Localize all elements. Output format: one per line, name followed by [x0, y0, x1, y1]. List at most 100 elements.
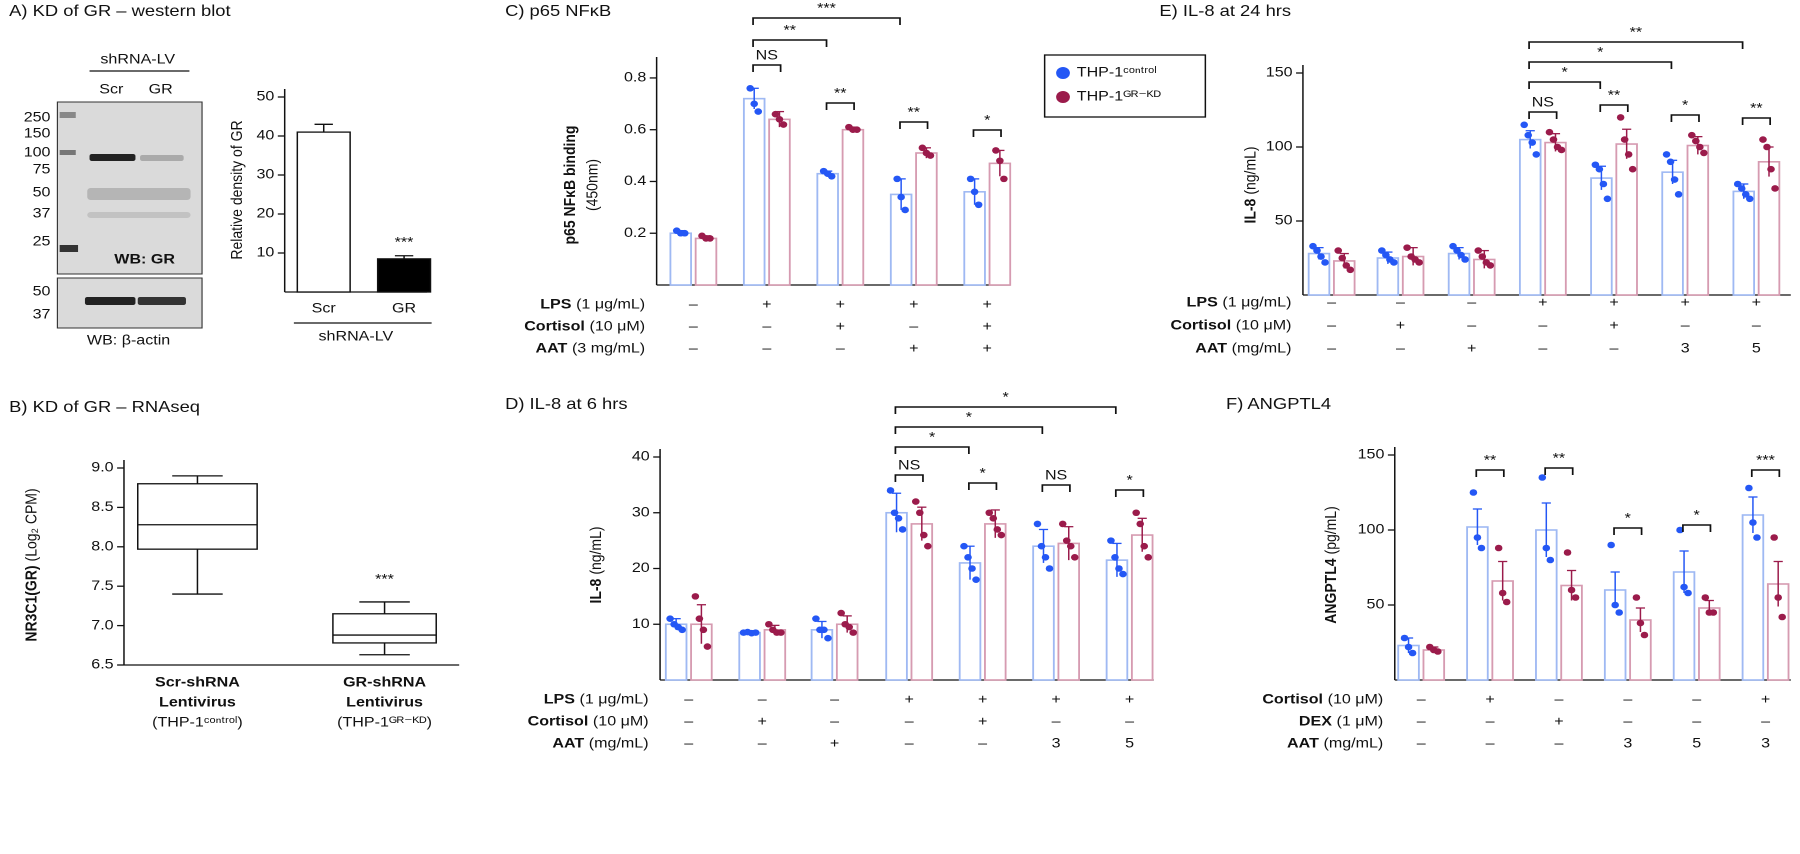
- condition-value: –: [1681, 318, 1691, 334]
- blot-band: [84, 297, 136, 305]
- condition-value: +: [1554, 714, 1564, 730]
- bar: [296, 131, 351, 293]
- data-point: [1309, 242, 1317, 250]
- y-tick-label: 0.2: [624, 225, 646, 241]
- bar: [1518, 138, 1542, 296]
- bar: [1757, 161, 1781, 296]
- bar: [984, 523, 1007, 681]
- condition-value: –: [836, 341, 846, 357]
- data-point: [1338, 254, 1347, 262]
- condition-value: +: [1538, 295, 1548, 311]
- data-point: [974, 201, 983, 209]
- significance-bracket: [1528, 41, 1744, 49]
- data-point: [1759, 136, 1767, 143]
- y-tick-label: 0.8: [624, 70, 646, 86]
- data-point: [920, 531, 928, 539]
- data-point: [699, 626, 708, 634]
- condition-label-part: LPS: [540, 297, 571, 313]
- data-point: [993, 526, 1002, 533]
- y-axis-label: NR3C1(GR) (Log₂ CPM): [23, 488, 41, 641]
- significance-bracket: [825, 102, 855, 110]
- significance: *: [980, 466, 986, 482]
- data-point: [1058, 520, 1067, 528]
- condition-value: –: [1692, 714, 1702, 730]
- condition-value: +: [983, 319, 993, 335]
- data-point: [765, 620, 773, 628]
- condition-label-part: AAT: [1287, 736, 1320, 752]
- condition-value: +: [904, 692, 914, 708]
- condition-value: –: [1052, 714, 1062, 730]
- data-point: [1696, 143, 1704, 151]
- data-point: [1062, 537, 1071, 544]
- data-point: [1745, 195, 1754, 203]
- y-tick-label: 30: [256, 167, 274, 183]
- significance: NS: [756, 48, 778, 64]
- significance: *: [966, 410, 972, 426]
- condition-value: 5: [1752, 341, 1761, 357]
- data-point: [1542, 544, 1551, 552]
- condition-value: –: [1623, 714, 1633, 730]
- bar: [763, 629, 787, 681]
- condition-value: –: [905, 714, 915, 730]
- x-tick-label: GR: [392, 301, 416, 317]
- condition-value: –: [689, 319, 699, 335]
- bar: [1698, 607, 1721, 681]
- significance: *: [984, 113, 990, 129]
- data-point: [1628, 165, 1637, 173]
- data-point: [1498, 589, 1507, 597]
- significance: ***: [817, 1, 836, 17]
- condition-value: –: [1538, 341, 1548, 357]
- data-point: [898, 526, 907, 533]
- significance-bracket: [1613, 527, 1643, 535]
- condition-value: +: [1396, 318, 1406, 334]
- condition-value: +: [1761, 692, 1771, 708]
- condition-value: –: [1610, 341, 1620, 357]
- significance-bracket: [1599, 104, 1629, 112]
- data-point: [894, 515, 903, 522]
- condition-label: Cortisol (10 μM): [524, 319, 645, 335]
- condition-label-part: (1 μg/mL): [1222, 295, 1291, 311]
- y-tick-label: 40: [632, 449, 650, 465]
- data-point: [1136, 520, 1144, 528]
- data-point: [1563, 549, 1572, 556]
- significance-bracket: [968, 482, 998, 490]
- condition-value: +: [1609, 318, 1619, 334]
- condition-value: –: [1125, 714, 1135, 730]
- data-point: [1461, 256, 1469, 263]
- data-point: [1434, 648, 1442, 655]
- data-point: [666, 615, 674, 622]
- data-point: [1033, 520, 1042, 528]
- blot-band: [140, 155, 184, 161]
- panel-title: A) KD of GR – western blot: [9, 1, 231, 20]
- data-point: [1321, 259, 1329, 266]
- data-point: [1140, 542, 1149, 550]
- data-point: [893, 175, 901, 183]
- data-point: [1774, 594, 1782, 601]
- condition-label: AAT (mg/mL): [552, 736, 648, 752]
- y-tick-label: 8.5: [91, 499, 113, 515]
- data-point: [1741, 191, 1750, 198]
- x-axis-label: shRNA-LV: [319, 329, 394, 345]
- data-point: [771, 110, 780, 118]
- bar: [1732, 190, 1756, 296]
- legend-entry: THP-1ᴳᴿ⁻ᴷᴰ: [1077, 89, 1161, 105]
- y-tick-label: 50: [256, 89, 274, 105]
- data-point: [1567, 586, 1576, 594]
- condition-value: –: [830, 692, 840, 708]
- significance: ***: [375, 572, 394, 588]
- data-point: [1611, 601, 1619, 609]
- blot-probe: WB: GR: [114, 252, 175, 268]
- data-point: [1502, 598, 1511, 606]
- data-point: [1666, 158, 1675, 166]
- y-tick-label: 100: [1266, 139, 1293, 155]
- condition-value: –: [1327, 318, 1337, 334]
- data-point: [1334, 247, 1343, 254]
- significance-bracket: [1544, 467, 1574, 475]
- data-point: [1546, 556, 1555, 564]
- data-point: [1632, 594, 1641, 601]
- y-axis-label: IL-8 (ng/mL): [1242, 146, 1260, 223]
- condition-label-part: (3 mg/mL): [572, 341, 645, 357]
- blot-lane: GR: [149, 82, 173, 98]
- y-tick-label: 8.0: [91, 538, 113, 554]
- data-point: [1532, 151, 1541, 158]
